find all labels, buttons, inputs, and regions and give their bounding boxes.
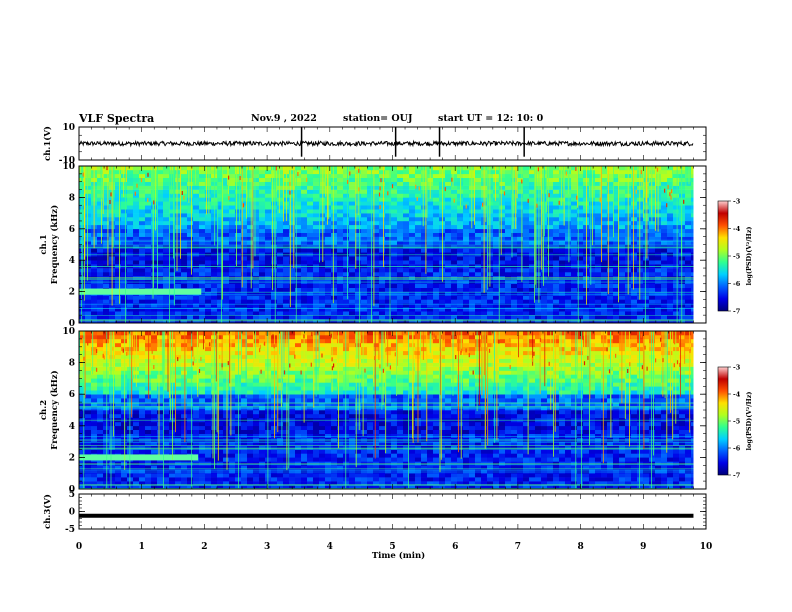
- ch1-spec-tick-1: 2: [69, 288, 75, 298]
- ch1-spec-ylabel-channel: ch.1: [39, 234, 49, 254]
- ch2-spec-tick-3: 6: [69, 390, 75, 400]
- ch2-spec-ylabel-channel: ch.2: [39, 400, 49, 420]
- x-tick-9: 9: [640, 542, 646, 552]
- ch1-colorbar-tick-1: -4: [733, 225, 741, 233]
- band-2khz: [79, 454, 199, 461]
- date-label: Nov.9 , 2022: [251, 113, 317, 124]
- ch2-spec-tick-4: 8: [69, 359, 75, 369]
- ch1-wave-tick-1: -10: [59, 156, 75, 166]
- ch1-trace: [79, 139, 694, 148]
- ch3-wave-ylabel: ch.3(V): [42, 494, 53, 529]
- ch2-colorbar-tick-2: -5: [733, 418, 741, 426]
- ch2-spectrogram: [79, 331, 706, 489]
- x-tick-2: 2: [201, 542, 207, 552]
- ch2-spec-tick-0: 0: [69, 485, 75, 495]
- ch1-wave-tick-0: 10: [62, 123, 75, 133]
- x-tick-6: 6: [452, 542, 458, 552]
- ch2-colorbar-tick-4: -7: [733, 472, 740, 480]
- ch2-colorbar-label: log(PSD)(V²/Hz): [745, 392, 753, 451]
- x-tick-0: 0: [76, 542, 82, 552]
- ch1-spec-tick-4: 8: [69, 193, 75, 203]
- x-tick-3: 3: [264, 542, 270, 552]
- x-tick-7: 7: [515, 542, 521, 552]
- ch1-spec-ylabel-frequency: Frequency (kHz): [49, 205, 60, 284]
- ch1-wave-ylabel: ch.1(V): [42, 126, 53, 161]
- ch1-waveform: [79, 127, 694, 157]
- ch2-spec-tick-5: 10: [62, 327, 75, 337]
- x-axis-label: Time (min): [372, 550, 425, 561]
- ch1-spec-tick-2: 4: [69, 256, 75, 266]
- ch1-colorbar-tick-2: -5: [733, 253, 741, 261]
- ch3-wave-tick-2: -5: [65, 525, 75, 535]
- ch3-wave-tick-0: 5: [69, 490, 75, 500]
- ch1-colorbar: [717, 200, 729, 312]
- plot-title: VLF Spectra: [79, 112, 155, 125]
- ch1-colorbar-tick-4: -7: [733, 308, 740, 316]
- start-time-label: start UT = 12: 10: 0: [438, 113, 544, 124]
- panel-frame-3: [78, 493, 707, 530]
- ch2-colorbar-tick-3: -6: [733, 445, 741, 453]
- ch2-colorbar: [717, 366, 729, 476]
- ch2-colorbar-tick-1: -4: [733, 391, 741, 399]
- ch1-spec-tick-3: 6: [69, 225, 75, 235]
- ch3-wave-tick-1: 0: [69, 508, 75, 518]
- ch2-spec-tick-1: 2: [69, 453, 75, 463]
- station-label: station= OUJ: [343, 113, 413, 124]
- x-tick-5: 5: [389, 542, 395, 552]
- ch2-spec-tick-2: 4: [69, 422, 75, 432]
- x-tick-4: 4: [327, 542, 333, 552]
- x-tick-8: 8: [577, 542, 583, 552]
- ch1-spec-tick-0: 0: [69, 319, 75, 329]
- ch2-spec-ylabel-frequency: Frequency (kHz): [49, 370, 60, 449]
- ch2-colorbar-tick-0: -3: [733, 364, 741, 372]
- band-2khz: [79, 288, 202, 295]
- ch1-colorbar-tick-3: -6: [733, 280, 741, 288]
- x-tick-1: 1: [139, 542, 145, 552]
- ch1-colorbar-label: log(PSD)(V²/Hz): [745, 227, 753, 286]
- ch1-spectrogram: [79, 166, 706, 323]
- ch1-colorbar-tick-0: -3: [733, 198, 741, 206]
- x-tick-10: 10: [700, 542, 713, 552]
- ch1-spec-tick-5: 10: [62, 162, 75, 172]
